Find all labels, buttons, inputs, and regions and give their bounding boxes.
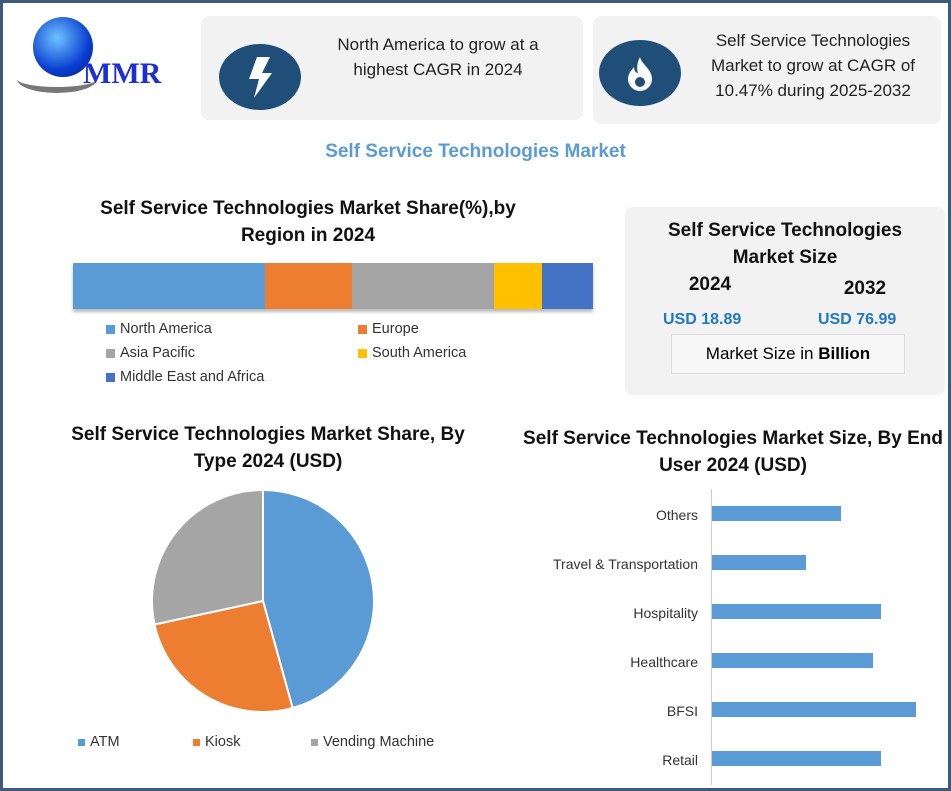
region-stacked-bar (73, 263, 593, 309)
legend-item: Middle East and Africa (106, 369, 264, 385)
pie-slice-1 (153, 599, 294, 713)
bar-0 (712, 506, 841, 521)
legend-item: Kiosk (193, 734, 240, 750)
legend-item: North America (106, 321, 212, 337)
category-label: Hospitality (633, 605, 698, 621)
pie-slice-0 (262, 488, 375, 710)
region-segment-3 (494, 263, 542, 309)
region-chart-title: Self Service Technologies Market Share(%… (100, 198, 516, 246)
category-label: Retail (662, 752, 698, 768)
legend-item: ATM (78, 734, 120, 750)
bar-2 (712, 604, 882, 619)
enduser-chart-title: Self Service Technologies Market Size, B… (523, 428, 943, 476)
legend-item: Vending Machine (311, 734, 434, 750)
category-label: Others (655, 507, 698, 523)
fire-icon (599, 40, 681, 106)
bar-1 (712, 555, 807, 570)
type-chart-title: Self Service Technologies Market Share, … (71, 424, 465, 472)
highlight-card-2: Self Service Technologies Market to grow… (593, 16, 941, 124)
region-segment-0 (73, 263, 266, 309)
region-segment-4 (541, 263, 593, 309)
main-title: Self Service Technologies Market (325, 141, 626, 162)
legend-item: Asia Pacific (106, 345, 195, 361)
bar-5 (712, 751, 882, 766)
lightning-icon (219, 44, 301, 110)
pie-slice-2 (151, 488, 264, 626)
category-label: Travel & Transportation (553, 556, 698, 572)
bar-4 (712, 702, 916, 717)
region-segment-1 (265, 263, 352, 309)
unit-label: Market Size in Billion (671, 334, 905, 374)
type-pie-chart (151, 488, 375, 713)
y-axis (711, 489, 712, 785)
mmr-logo: MMR (15, 15, 165, 95)
category-label: BFSI (666, 703, 698, 719)
legend-item: Europe (358, 321, 419, 337)
highlight-card-1: North America to grow at a highest CAGR … (201, 16, 583, 120)
legend-item: South America (358, 345, 466, 361)
category-label: Healthcare (630, 654, 698, 670)
region-segment-2 (351, 263, 495, 309)
market-size-box: Self Service Technologies Market Size 20… (625, 207, 945, 395)
bar-3 (712, 653, 873, 668)
